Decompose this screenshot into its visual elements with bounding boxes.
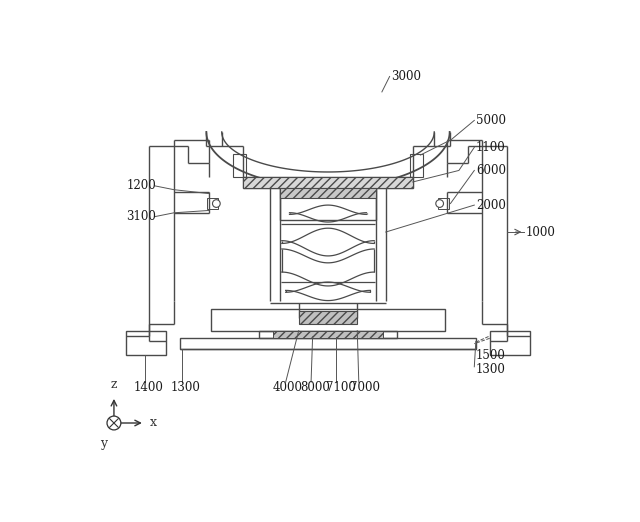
Text: 8000: 8000 <box>300 381 330 394</box>
Text: 3000: 3000 <box>391 70 421 83</box>
Circle shape <box>212 200 220 207</box>
Text: x: x <box>150 417 157 430</box>
Text: 7000: 7000 <box>349 381 380 394</box>
Bar <box>232 153 246 176</box>
Text: 2000: 2000 <box>476 198 506 211</box>
Text: 7100: 7100 <box>326 381 356 394</box>
Bar <box>273 331 383 338</box>
Bar <box>280 188 376 198</box>
Bar <box>259 330 397 338</box>
Text: 3100: 3100 <box>126 210 156 223</box>
Circle shape <box>436 200 444 207</box>
Text: z: z <box>111 377 117 390</box>
Text: 1200: 1200 <box>126 180 156 192</box>
Bar <box>410 153 424 176</box>
Bar <box>243 176 413 188</box>
Bar <box>438 198 449 209</box>
Text: 4000: 4000 <box>273 381 303 394</box>
Text: 1100: 1100 <box>476 141 506 154</box>
Text: 6000: 6000 <box>476 164 506 177</box>
Circle shape <box>107 416 121 430</box>
Text: 1300: 1300 <box>476 363 506 376</box>
Bar <box>299 311 357 324</box>
Text: 1400: 1400 <box>134 381 164 394</box>
Text: 1000: 1000 <box>526 226 556 239</box>
Bar <box>211 309 445 330</box>
Bar <box>126 330 166 355</box>
Text: 1500: 1500 <box>476 349 506 362</box>
Text: 5000: 5000 <box>476 114 506 127</box>
Bar <box>280 188 376 220</box>
Text: y: y <box>100 437 108 450</box>
Bar <box>490 330 530 355</box>
Bar <box>180 338 476 349</box>
Text: 1300: 1300 <box>171 381 201 394</box>
Bar <box>207 198 218 209</box>
